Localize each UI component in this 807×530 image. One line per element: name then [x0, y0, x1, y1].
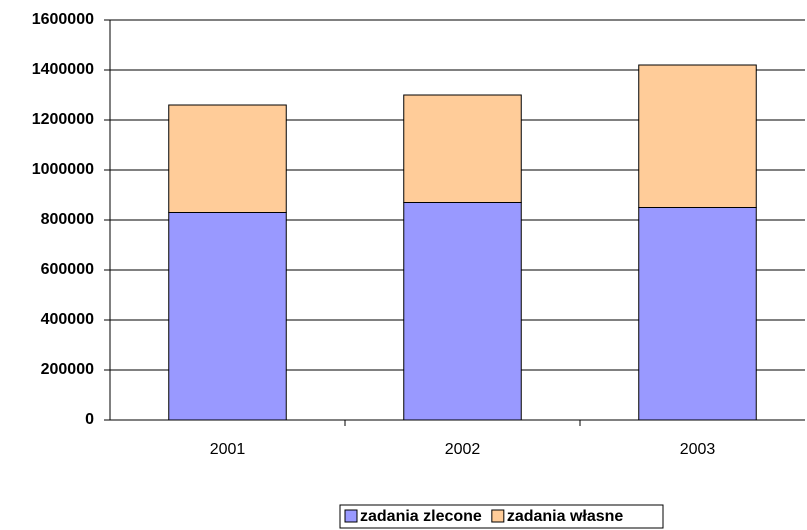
x-tick-label: 2001: [210, 441, 246, 458]
bar-segment: [403, 94, 522, 203]
legend-label: zadania zlecone: [360, 508, 482, 525]
legend-label: zadania własne: [507, 508, 624, 525]
bar-segment: [168, 104, 287, 213]
x-tick-label: 2003: [680, 441, 716, 458]
y-tick-label: 1600000: [32, 11, 94, 28]
bar-segment: [168, 212, 287, 421]
y-tick-label: 1000000: [32, 161, 94, 178]
y-tick-label: 200000: [41, 361, 94, 378]
y-tick-label: 1200000: [32, 111, 94, 128]
y-tick-label: 400000: [41, 311, 94, 328]
bar-segment: [638, 64, 757, 208]
y-tick-label: 600000: [41, 261, 94, 278]
x-tick-label: 2002: [445, 441, 481, 458]
legend-swatch: [344, 509, 358, 523]
bar-segment: [638, 207, 757, 421]
y-tick-label: 0: [85, 411, 94, 428]
y-tick-label: 800000: [41, 211, 94, 228]
y-tick-label: 1400000: [32, 61, 94, 78]
bar-segment: [403, 202, 522, 421]
legend-swatch: [491, 509, 505, 523]
